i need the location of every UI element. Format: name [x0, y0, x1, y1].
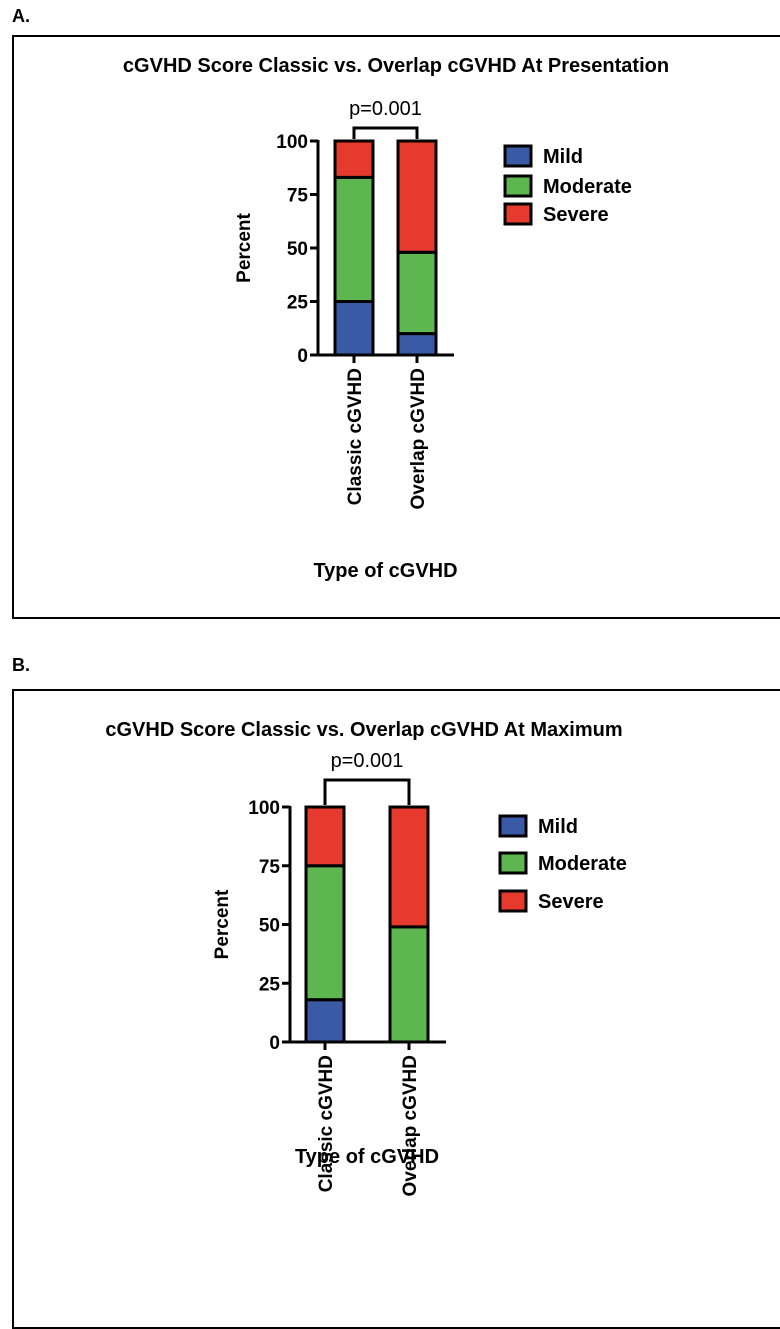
bar-segment-severe: [304, 805, 346, 868]
y-tick-label: 50: [259, 916, 280, 937]
x-tick-label: Classic cGVHD: [345, 368, 366, 505]
chart-title: cGVHD Score Classic vs. Overlap cGVHD At…: [105, 719, 622, 741]
legend-swatch-mild: [498, 814, 528, 838]
p-value-annotation: p=0.001: [331, 750, 404, 772]
p-value-annotation: p=0.001: [349, 98, 422, 120]
legend-swatch-moderate: [503, 174, 533, 198]
y-tick-label: 0: [269, 1033, 280, 1054]
chart-a: cGVHD Score Classic vs. Overlap cGVHD At…: [123, 55, 669, 582]
legend-swatch-severe: [503, 202, 533, 226]
bar-segment-moderate: [396, 250, 438, 336]
bar-segment-severe: [333, 139, 375, 179]
y-tick-label: 50: [287, 239, 308, 260]
panel-a-frame: [12, 35, 780, 619]
legend-label-severe: Severe: [543, 204, 609, 226]
y-axis-label: Percent: [212, 889, 233, 959]
y-tick-label: 100: [248, 798, 280, 819]
legend-label-moderate: Moderate: [538, 853, 627, 875]
significance-bracket: [323, 778, 411, 805]
y-tick-label: 75: [287, 186, 309, 207]
legend-swatch-moderate: [498, 851, 528, 875]
bar-segment-moderate: [333, 175, 375, 304]
x-tick-label: Overlap cGVHD: [400, 1055, 421, 1197]
panel-a-letter: A.: [12, 6, 30, 26]
y-tick-label: 25: [287, 293, 309, 314]
legend-swatch-severe: [498, 889, 528, 913]
x-tick-label: Classic cGVHD: [316, 1055, 337, 1192]
legend-label-moderate: Moderate: [543, 176, 632, 198]
legend-swatch-mild: [503, 144, 533, 168]
x-tick-label: Overlap cGVHD: [408, 368, 429, 510]
y-tick-label: 25: [259, 974, 281, 995]
y-tick-label: 0: [297, 346, 308, 367]
legend-label-mild: Mild: [543, 146, 583, 168]
bar-segment-mild: [304, 998, 346, 1044]
legend-label-mild: Mild: [538, 816, 578, 838]
x-axis-label: Type of cGVHD: [313, 560, 457, 582]
panel-b-letter: B.: [12, 655, 30, 675]
chart-title: cGVHD Score Classic vs. Overlap cGVHD At…: [123, 55, 669, 77]
legend-label-severe: Severe: [538, 891, 604, 913]
y-tick-label: 100: [276, 132, 308, 153]
bar-segment-moderate: [388, 925, 430, 1044]
bar-segment-severe: [388, 805, 430, 929]
y-axis-label: Percent: [234, 212, 255, 282]
significance-bracket: [352, 126, 419, 139]
x-axis-label: Type of cGVHD: [295, 1146, 439, 1168]
bar-segment-moderate: [304, 864, 346, 1002]
bar-segment-severe: [396, 139, 438, 254]
y-tick-label: 75: [259, 857, 281, 878]
